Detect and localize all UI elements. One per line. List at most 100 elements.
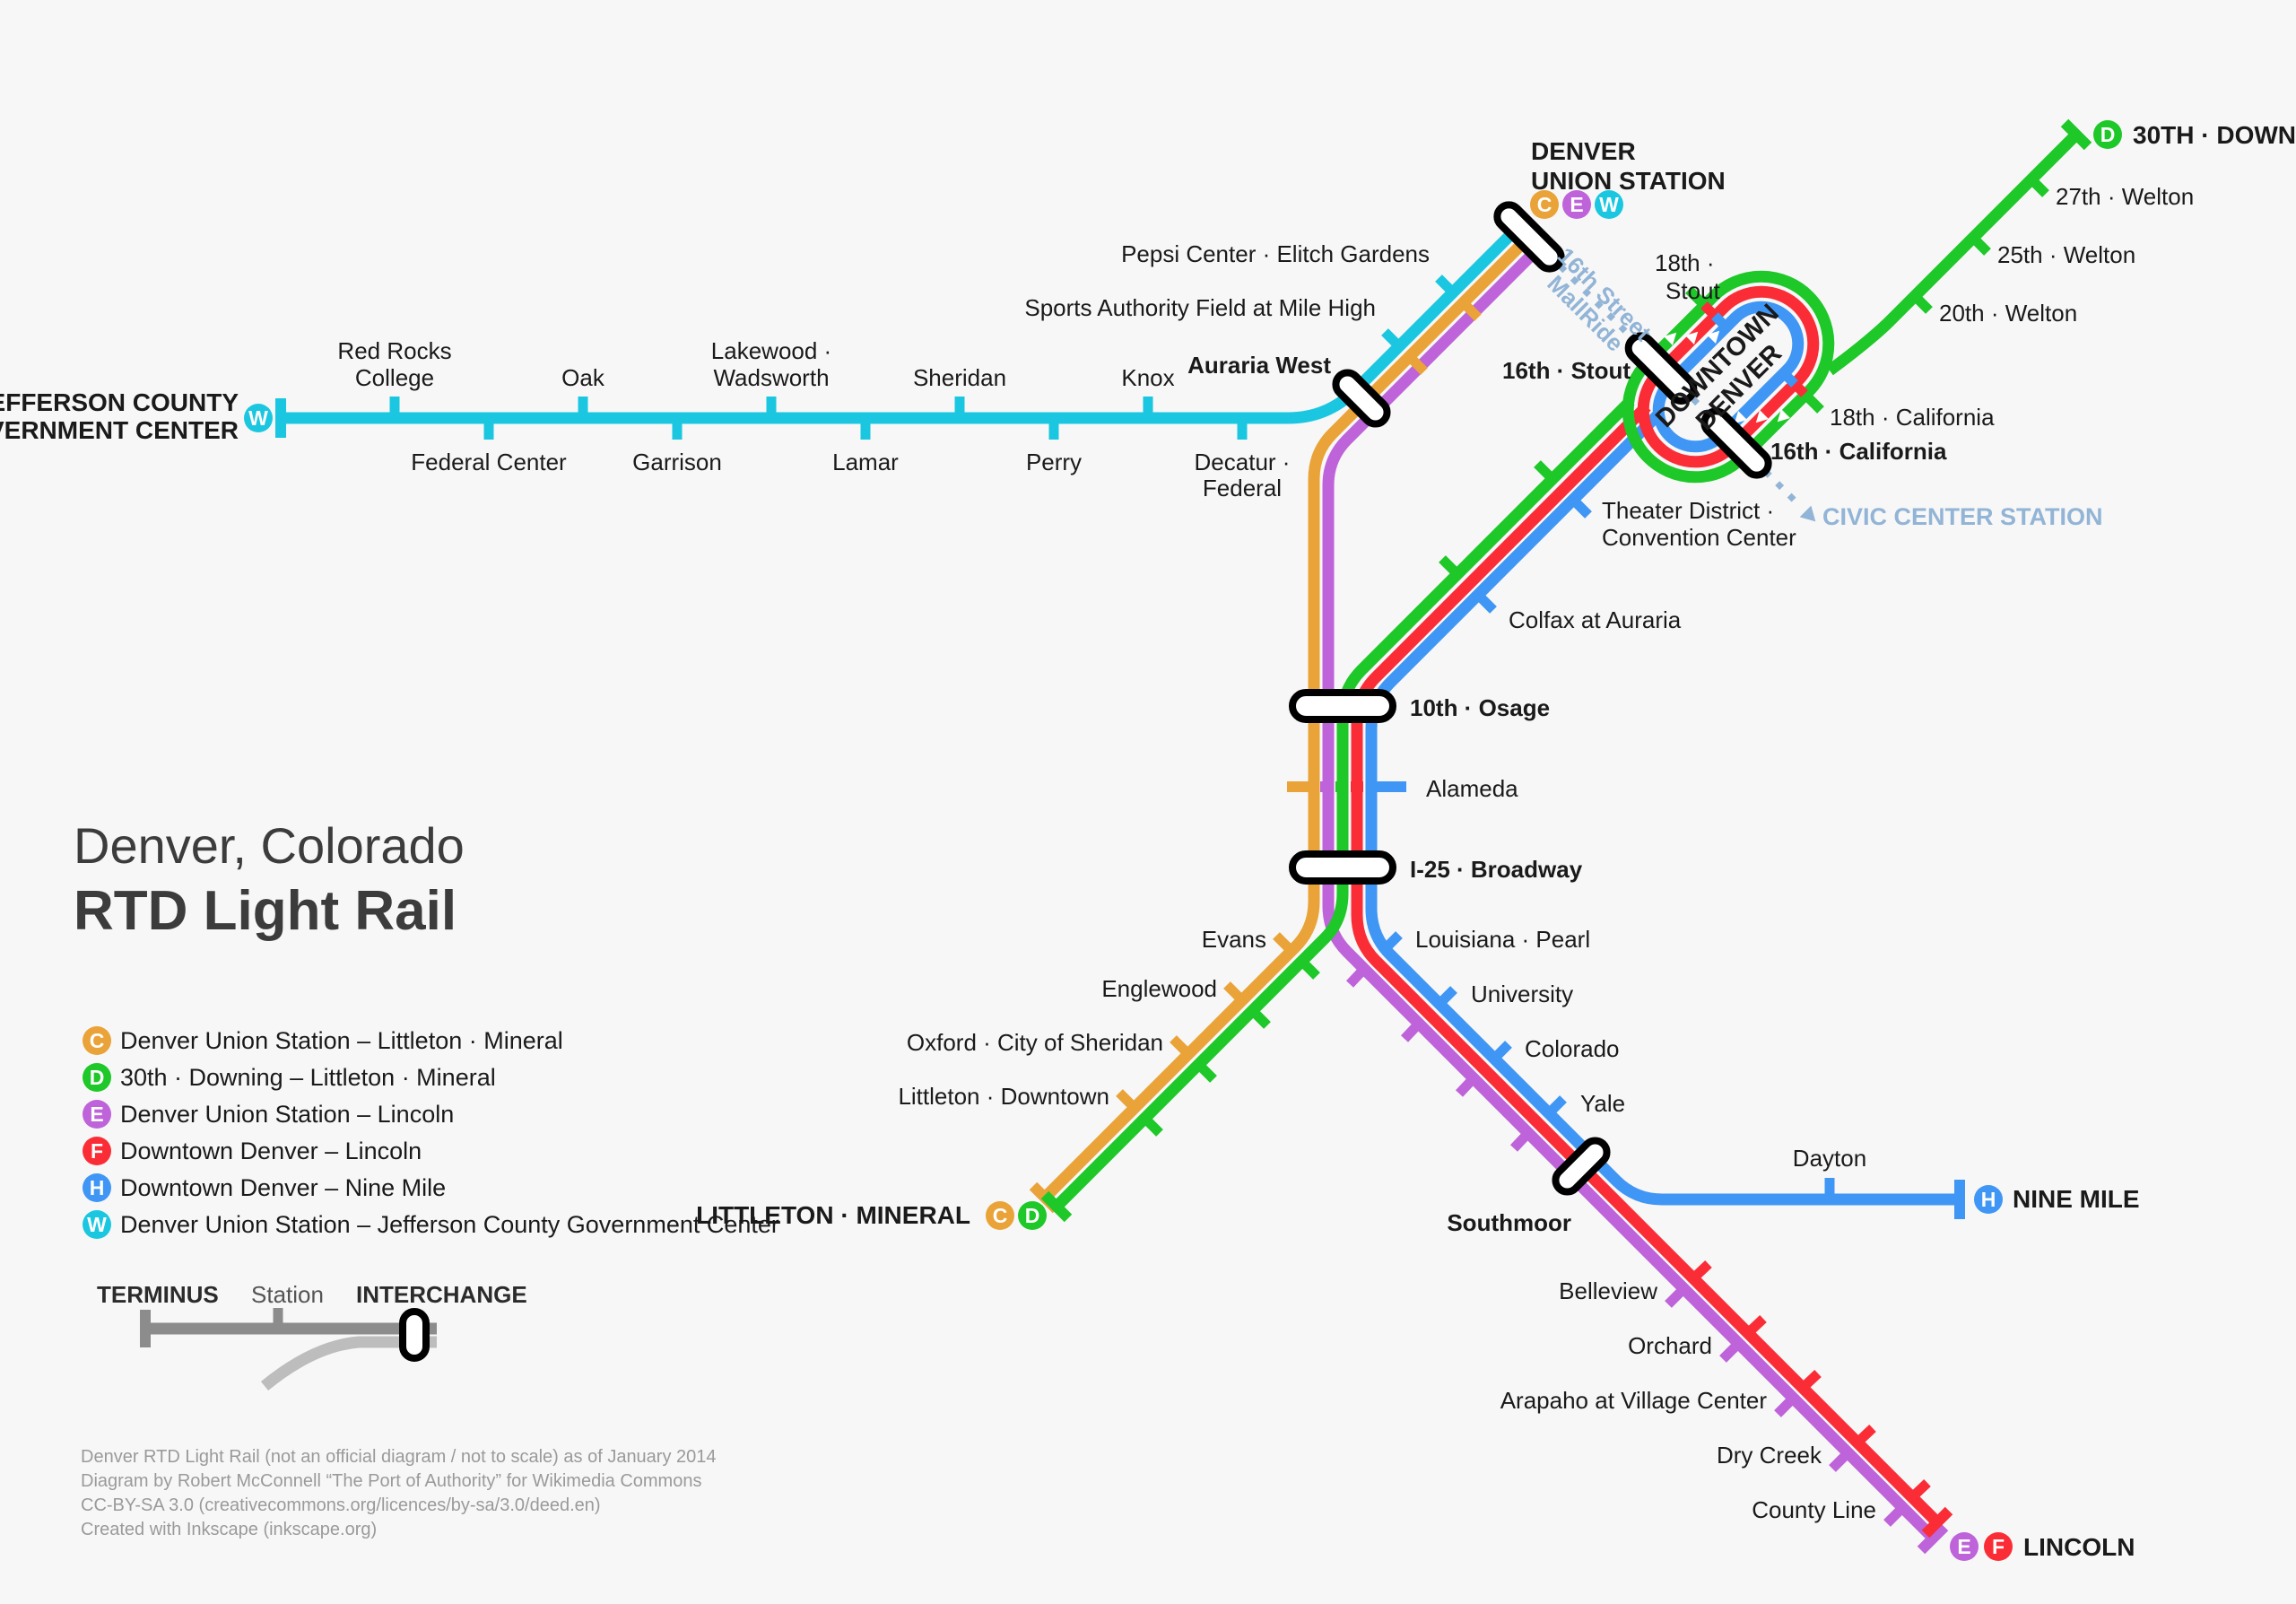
- label-redrocks-2: College: [355, 364, 434, 391]
- badge-d-littleton-letter: D: [1025, 1204, 1040, 1227]
- label-dry-creek: Dry Creek: [1717, 1442, 1822, 1469]
- interchange-southmoor: [1552, 1137, 1611, 1196]
- loop-arrow-nw-d: [1664, 332, 1677, 345]
- label-colfax: Colfax at Auraria: [1509, 606, 1682, 633]
- label-yale: Yale: [1580, 1090, 1625, 1117]
- label-knox: Knox: [1121, 364, 1174, 391]
- legend-badge-h-icon: [83, 1173, 111, 1202]
- label-oxford: Oxford · City of Sheridan: [907, 1029, 1163, 1056]
- badge-w-letter: W: [1599, 193, 1619, 216]
- line-f: [1351, 402, 1942, 1527]
- label-decatur-1: Decatur ·: [1195, 449, 1291, 475]
- label-louisiana-pearl: Louisiana · Pearl: [1415, 926, 1590, 953]
- label-sheridan: Sheridan: [913, 364, 1006, 391]
- civic-arrowhead: [1799, 505, 1816, 522]
- downing-badge: D: [2093, 120, 2122, 149]
- interchange-union-station: [1493, 201, 1565, 273]
- alameda-dash-f: [1351, 781, 1363, 792]
- terminus-bar-lincoln-f: [1921, 1506, 1953, 1539]
- lincoln-badges: E F: [1950, 1532, 2013, 1561]
- loop-arrow-se-d: [1777, 409, 1790, 423]
- legend-badge-e-icon: [83, 1100, 111, 1129]
- badge-f-lincoln-icon: [1984, 1532, 2013, 1561]
- badge-c-littleton-letter: C: [993, 1204, 1008, 1227]
- ticks-d: [1141, 176, 2049, 1137]
- label-18th-stout-1: 18th ·: [1655, 249, 1715, 276]
- label-union-1: DENVER: [1531, 137, 1636, 165]
- route-legend: C Denver Union Station – Littleton · Min…: [83, 1026, 779, 1239]
- badge-h-ninemile-icon: [1974, 1185, 2003, 1214]
- alameda-dash-d: [1335, 781, 1348, 792]
- label-perry: Perry: [1026, 449, 1082, 475]
- legend-route-w: Denver Union Station – Jefferson County …: [120, 1211, 779, 1238]
- badge-e-lincoln-letter: E: [1957, 1535, 1970, 1558]
- badge-e-lincoln-icon: [1950, 1532, 1979, 1561]
- legend-badge-d-icon: [83, 1063, 111, 1092]
- label-orchard: Orchard: [1628, 1332, 1712, 1359]
- badge-e-letter: E: [1570, 193, 1583, 216]
- label-redrocks-1: Red Rocks: [337, 337, 451, 364]
- label-garrison: Garrison: [632, 449, 722, 475]
- ninemile-badge: H: [1974, 1185, 2003, 1214]
- alameda-dash-h: [1366, 781, 1406, 792]
- key-interchange-label: INTERCHANGE: [356, 1281, 527, 1308]
- key-interchange-pill: [399, 1308, 430, 1362]
- label-colorado: Colorado: [1525, 1035, 1620, 1062]
- label-lakewood-2: Wadsworth: [713, 364, 829, 391]
- label-30th-downing: 30TH · DOWNING: [2133, 121, 2296, 149]
- loop-arrow-nw-f: [1685, 331, 1699, 344]
- interchange-10th-osage: [1289, 689, 1396, 723]
- key-terminus-label: TERMINUS: [97, 1281, 219, 1308]
- label-theater-1: Theater District ·: [1602, 497, 1774, 524]
- label-decatur-2: Federal: [1203, 475, 1282, 501]
- label-county-line: County Line: [1752, 1496, 1876, 1523]
- credit-line-3: CC-BY-SA 3.0 (creativecommons.org/licenc…: [81, 1495, 601, 1515]
- legend-badge-d-letter: D: [90, 1066, 105, 1089]
- credit-line-4: Created with Inkscape (inkscape.org): [81, 1520, 377, 1539]
- legend-route-f: Downtown Denver – Lincoln: [120, 1138, 422, 1164]
- label-englewood: Englewood: [1101, 975, 1217, 1002]
- interchange-16th-stout: [1624, 332, 1698, 405]
- legend-badge-e-letter: E: [90, 1103, 103, 1126]
- label-sports-authority: Sports Authority Field at Mile High: [1024, 294, 1376, 321]
- badge-d-downing-letter: D: [2100, 123, 2116, 146]
- ticks-c: [1116, 299, 1482, 1111]
- label-littleton-downtown: Littleton · Downtown: [898, 1083, 1109, 1110]
- key-station-label: Station: [251, 1281, 324, 1308]
- symbol-key: TERMINUS Station INTERCHANGE: [97, 1281, 527, 1391]
- legend-route-d: 30th · Downing – Littleton · Mineral: [120, 1064, 496, 1091]
- loop-d: [1622, 270, 1835, 484]
- key-branch-line: [260, 1336, 437, 1391]
- badge-c-letter: C: [1537, 193, 1552, 216]
- badge-h-ninemile-letter: H: [1981, 1188, 1996, 1211]
- label-union-2: UNION STATION: [1531, 167, 1726, 195]
- credit-line-2: Diagram by Robert McConnell “The Port of…: [81, 1471, 701, 1491]
- label-littleton-mineral: LITTLETON · MINERAL: [696, 1201, 970, 1229]
- ticks-e: [1345, 965, 1906, 1527]
- map-title-city: Denver, Colorado: [74, 817, 465, 874]
- label-belleview: Belleview: [1559, 1277, 1657, 1304]
- label-16th-california: 16th · California: [1770, 438, 1947, 465]
- label-civic-center: CIVIC CENTER STATION: [1822, 503, 2103, 530]
- badge-c-littleton-icon: [986, 1201, 1014, 1230]
- loop-h: [1652, 301, 1805, 453]
- legend-badge-h-letter: H: [90, 1176, 105, 1199]
- badge-f-lincoln-letter: F: [1992, 1535, 2005, 1558]
- label-theater-2: Convention Center: [1602, 524, 1796, 551]
- legend-badge-f-letter: F: [91, 1139, 103, 1163]
- label-lamar: Lamar: [832, 449, 899, 475]
- legend-badge-w-letter: W: [87, 1213, 107, 1236]
- label-jeffco-2: GOVERNMENT CENTER: [0, 416, 239, 444]
- label-18th-stout-2: Stout: [1665, 277, 1720, 304]
- terminus-bar-lincoln-e: [1917, 1522, 1949, 1555]
- alameda-dash-c: [1287, 781, 1318, 792]
- alameda-dashes: [1287, 781, 1406, 792]
- ticks-f: [1690, 301, 1931, 1502]
- legend-route-e: Denver Union Station – Lincoln: [120, 1101, 454, 1128]
- ticks-h: [1381, 312, 1835, 1199]
- alameda-dash-e: [1320, 781, 1333, 792]
- label-10th-osage: 10th · Osage: [1410, 694, 1550, 721]
- ticks-w: [389, 275, 1457, 440]
